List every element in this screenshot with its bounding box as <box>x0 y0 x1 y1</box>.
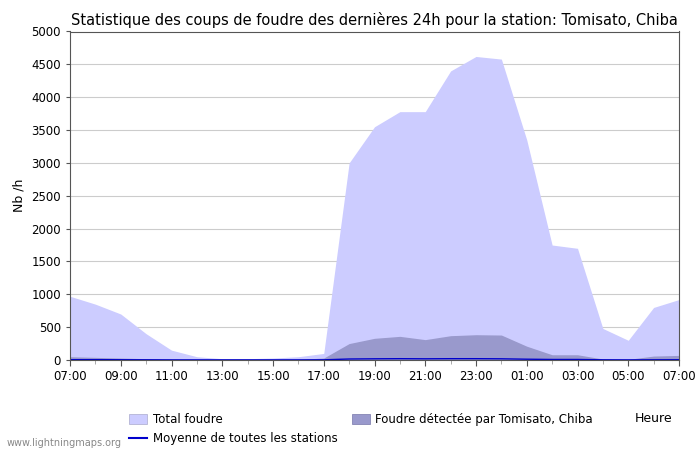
Title: Statistique des coups de foudre des dernières 24h pour la station: Tomisato, Chi: Statistique des coups de foudre des dern… <box>71 12 678 27</box>
Legend: Total foudre, Moyenne de toutes les stations, Foudre détectée par Tomisato, Chib: Total foudre, Moyenne de toutes les stat… <box>125 409 598 450</box>
Text: www.lightningmaps.org: www.lightningmaps.org <box>7 438 122 448</box>
Y-axis label: Nb /h: Nb /h <box>13 179 26 212</box>
Text: Heure: Heure <box>634 412 672 425</box>
